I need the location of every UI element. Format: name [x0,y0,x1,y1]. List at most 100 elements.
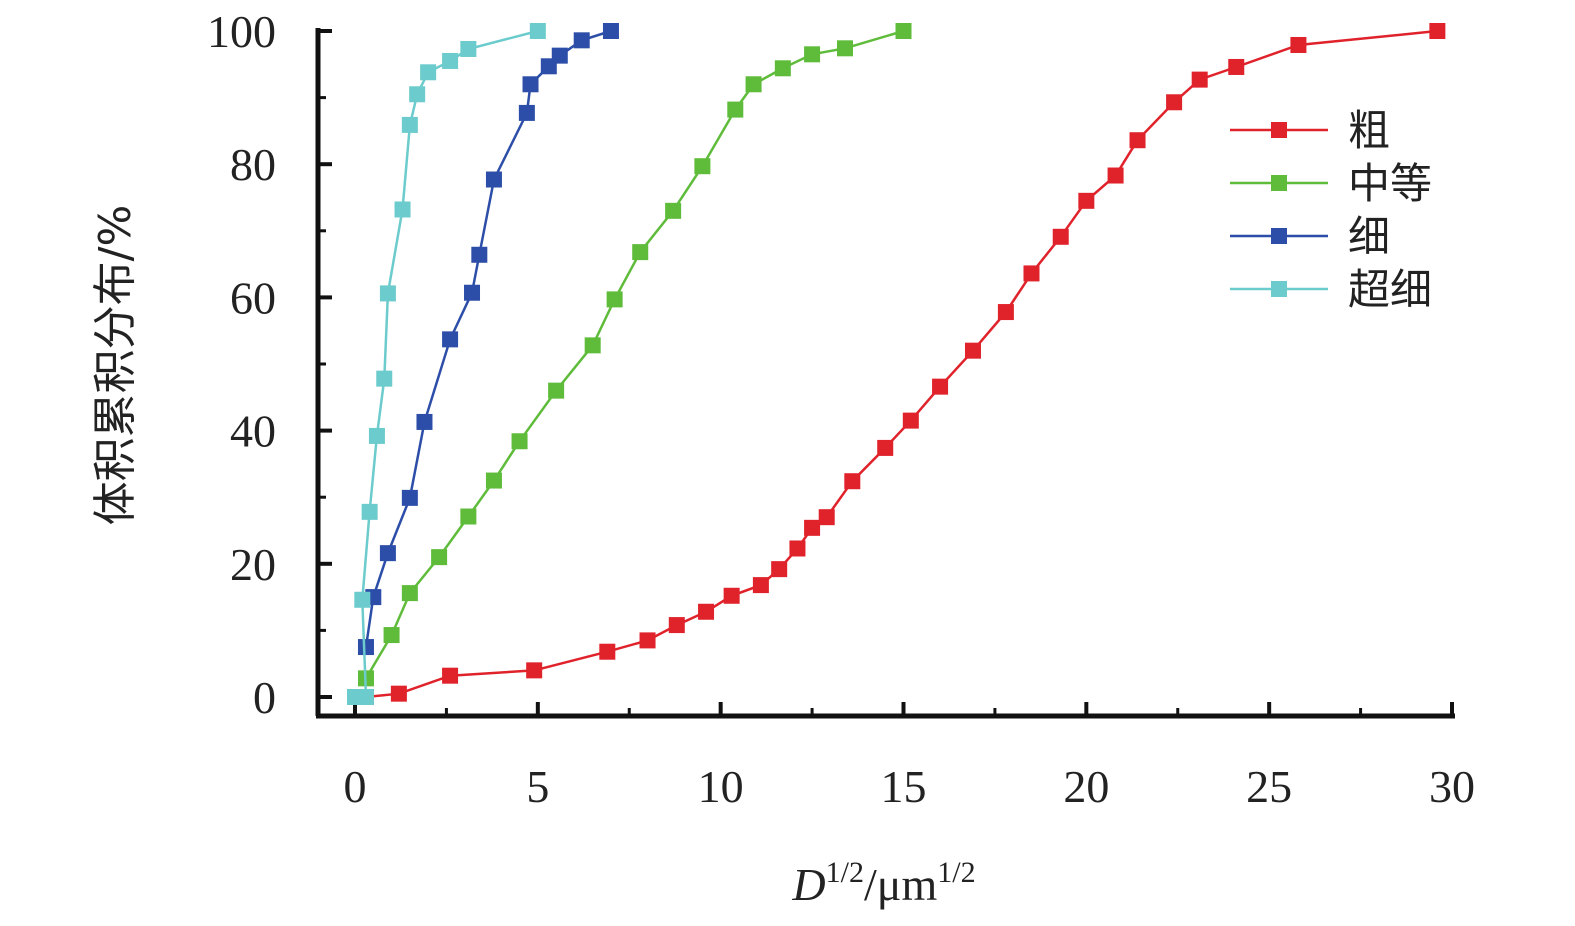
data-point [584,337,601,354]
data-point [818,509,835,526]
data-point [354,591,371,608]
x-axis-label-mid: /μm [864,859,937,910]
legend-marker [1271,175,1287,191]
y-tick-label: 20 [230,539,276,590]
data-point [1290,36,1307,53]
data-point [460,508,477,525]
data-point [668,617,685,634]
data-point [551,47,568,64]
data-point [877,439,894,456]
data-point [1228,58,1245,75]
data-point [401,585,418,602]
data-point [442,667,459,684]
data-point [1129,132,1146,149]
legend-marker [1271,281,1287,297]
x-tick-label: 10 [698,761,744,812]
data-point [1107,167,1124,184]
data-point [376,370,393,387]
data-point [416,413,433,430]
data-point [383,627,400,644]
data-point [464,284,481,301]
data-point [485,171,502,188]
legend-label: 超细 [1348,265,1432,314]
data-point [836,40,853,57]
data-point [401,489,418,506]
x-tick-label: 15 [881,761,927,812]
data-point [804,519,821,536]
data-point [752,577,769,594]
data-point [1078,192,1095,209]
series-line [355,29,539,699]
legend-marker [1271,122,1287,138]
data-point [390,685,407,702]
data-point [409,86,426,103]
series-2 [357,23,619,656]
data-point [771,561,788,578]
data-point [997,304,1014,321]
data-point [606,291,623,308]
data-point [573,32,590,49]
y-tick-label: 40 [230,406,276,457]
x-axis-label-sup1: 1/2 [826,856,864,889]
data-point [723,587,740,604]
data-point [548,382,565,399]
data-point [789,540,806,557]
data-point [357,639,374,656]
data-point [511,433,528,450]
data-point [522,76,539,93]
data-point [602,23,619,39]
data-point [471,246,488,263]
data-point [420,64,437,81]
data-point [639,632,656,649]
y-tick-label: 80 [230,139,276,190]
data-point [485,472,502,489]
data-point [1052,228,1069,245]
data-point [804,46,821,63]
data-point [698,603,715,620]
data-point [431,549,448,566]
data-point [1166,94,1183,111]
data-point [1429,23,1446,39]
series-1 [357,23,912,687]
legend-item: 中等 [1230,159,1432,208]
data-point [599,643,616,660]
data-point [774,60,791,77]
data-point [368,427,385,444]
y-tick-label: 0 [253,672,276,723]
y-tick-label: 60 [230,272,276,323]
y-axis-label: 体积累积分布/% [90,205,141,526]
series-3 [347,23,546,705]
data-point [632,244,649,261]
data-point [665,202,682,219]
data-point [518,104,535,121]
data-point [902,412,919,429]
data-point [895,23,912,39]
x-axis-label-base: D [791,859,825,910]
data-point [526,662,543,679]
data-point [964,342,981,359]
data-point [394,201,411,218]
legend-label: 中等 [1348,159,1432,208]
legend-item: 超细 [1230,265,1432,314]
data-point [442,52,459,69]
legend-marker [1271,228,1287,244]
x-axis-label-sup2: 1/2 [937,856,975,889]
data-point [442,331,459,348]
x-axis-label: D1/2/μm1/2 [791,856,975,910]
data-point [379,285,396,302]
data-point [361,503,378,520]
axes: 0 20 40 60 80 100 0 5 10 15 20 25 30 [207,6,1475,812]
series-0 [357,23,1446,705]
y-tick-label: 100 [207,6,276,57]
data-point [932,378,949,395]
data-point [460,40,477,57]
series-layer [347,23,1446,705]
x-tick-label: 0 [344,761,367,812]
x-tick-label: 30 [1429,761,1475,812]
legend-label: 粗 [1348,106,1390,155]
x-tick-label: 25 [1246,761,1292,812]
data-point [529,23,546,39]
x-tick-label: 20 [1063,761,1109,812]
